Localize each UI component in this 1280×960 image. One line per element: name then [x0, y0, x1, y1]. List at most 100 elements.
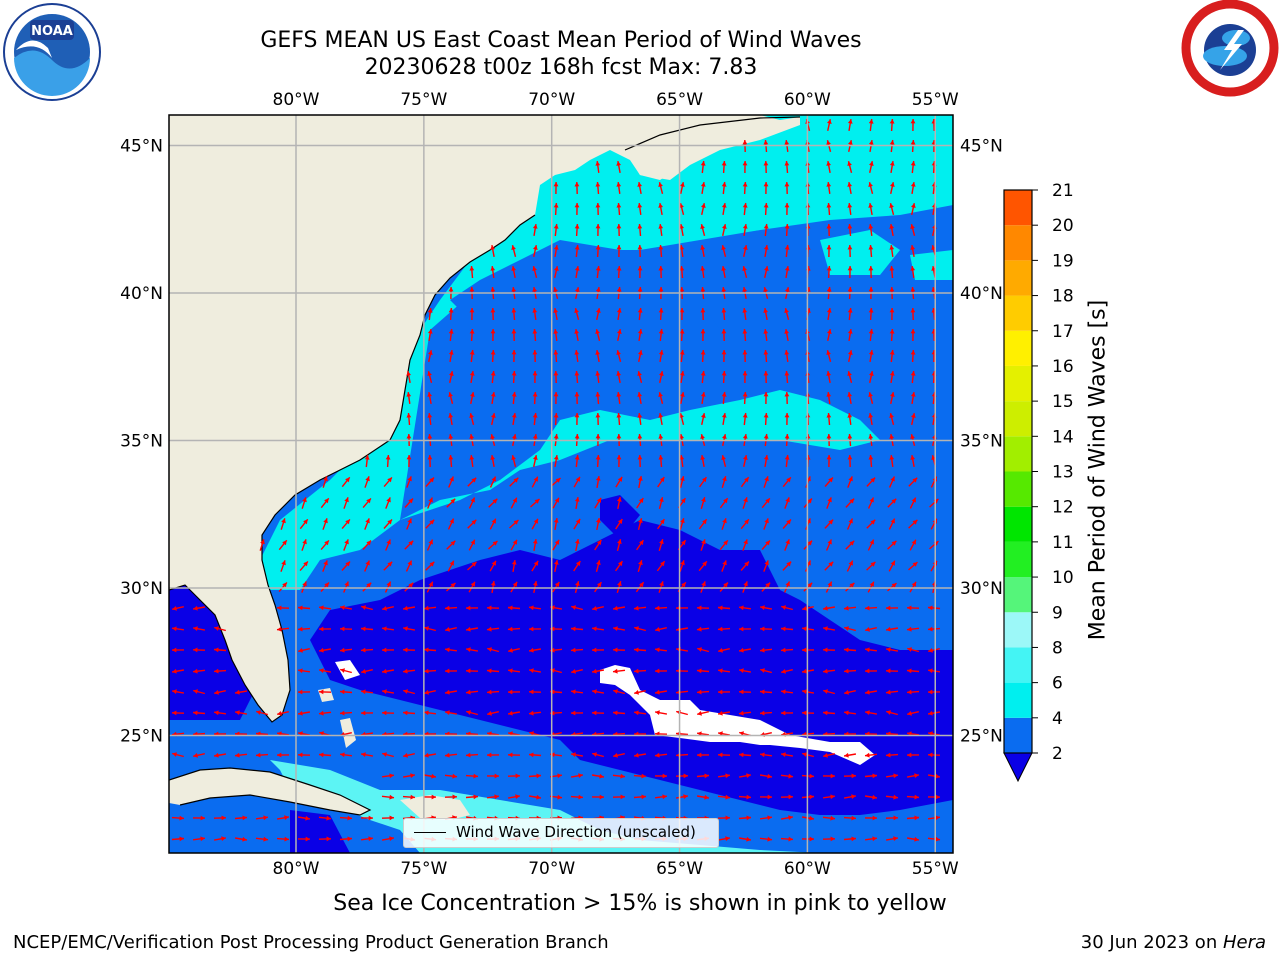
wind-arrow-head: [742, 287, 747, 292]
wind-arrow-head: [221, 836, 226, 841]
wind-arrow-head: [574, 371, 580, 376]
wind-arrow-head: [613, 668, 618, 674]
wind-arrow-head: [487, 668, 492, 674]
wind-arrow-head: [700, 455, 705, 460]
wind-arrow-head: [910, 161, 916, 166]
wind-arrow-head: [641, 773, 646, 779]
wind-arrow-head: [179, 815, 184, 821]
region-period-4-6: [260, 115, 953, 590]
wind-arrow-head: [319, 689, 324, 695]
wind-arrow-head: [781, 710, 786, 716]
wind-arrow-head: [172, 752, 177, 757]
wind-arrow-head: [890, 476, 895, 482]
lon-label-top: 80°W: [273, 90, 320, 110]
wind-arrow-head: [848, 140, 853, 145]
wind-arrow-head: [410, 794, 415, 800]
wind-arrow-head: [403, 668, 408, 674]
wind-arrow-head: [424, 626, 429, 631]
wind-arrow-head: [302, 581, 307, 587]
wind-arrow-head: [616, 161, 621, 166]
wind-arrow-head: [781, 647, 786, 653]
colorbar-segment: [1004, 506, 1032, 542]
wind-arrow-head: [907, 626, 912, 632]
wind-arrow-head: [872, 815, 877, 821]
wind-arrow-head: [365, 518, 370, 524]
wind-arrow-head: [407, 560, 412, 566]
wind-arrow-head: [638, 498, 644, 503]
wind-arrow-head: [658, 413, 663, 418]
colorbar-tick-label: 16: [1052, 357, 1074, 377]
wind-arrow-head: [763, 350, 769, 355]
wind-arrow-head: [638, 350, 643, 355]
wind-arrow-head: [469, 455, 475, 460]
colorbar-segment: [1004, 330, 1032, 366]
wind-arrow-head: [364, 455, 370, 460]
wind-arrow-head: [449, 560, 454, 566]
wind-arrow-head: [763, 182, 769, 187]
wind-arrow-head: [830, 815, 835, 821]
wind-arrow-head: [865, 605, 870, 611]
lat-label-right: 40°N: [960, 284, 1003, 304]
wind-arrow-head: [889, 161, 895, 166]
wind-arrow-head: [553, 413, 559, 418]
wind-arrow-head: [637, 371, 642, 376]
wind-arrow-head: [532, 413, 538, 418]
wind-arrow-head: [592, 689, 597, 694]
wind-arrow-head: [555, 478, 561, 483]
wind-arrow-head: [340, 668, 345, 673]
wind-arrow-head: [767, 836, 772, 842]
wind-arrow-head: [802, 752, 807, 757]
colorbar-segment: [1004, 682, 1032, 718]
wind-arrow-head: [575, 581, 580, 586]
wind-arrow-head: [802, 710, 807, 716]
wind-arrow-head: [914, 773, 919, 778]
wind-arrow-head: [912, 519, 918, 525]
wind-arrow-head: [704, 773, 709, 779]
wind-arrow-head: [386, 497, 391, 503]
wind-arrow-head: [324, 582, 329, 588]
wind-arrow-head: [802, 606, 807, 611]
wind-arrow-head: [529, 752, 534, 758]
wind-arrow-head: [172, 647, 177, 653]
wind-arrow-head: [533, 476, 538, 482]
wind-arrow-head: [487, 752, 492, 758]
lat-label-right: 45°N: [960, 137, 1003, 157]
wind-arrow-head: [826, 266, 832, 271]
wind-arrow-head: [389, 794, 394, 800]
wind-arrow-head: [784, 413, 790, 418]
wind-arrow-head: [851, 836, 856, 842]
wind-arrow-head: [511, 371, 517, 376]
wind-arrow-head: [281, 518, 286, 524]
wind-arrow-head: [596, 497, 602, 503]
wind-arrow-head: [722, 434, 727, 439]
wind-arrow-head: [511, 308, 517, 313]
wind-arrow-head: [214, 710, 219, 716]
wind-arrow-head: [620, 794, 625, 800]
wind-arrow-head: [912, 477, 918, 483]
wind-arrow-head: [595, 182, 601, 187]
wind-arrow-head: [847, 203, 853, 208]
wind-arrow-head: [702, 477, 707, 483]
wind-arrow-head: [826, 434, 832, 439]
wind-arrow-head: [868, 182, 873, 187]
wind-arrow-head: [784, 203, 790, 208]
wind-arrow-head: [742, 308, 748, 313]
wind-arrow-head: [746, 836, 751, 842]
wind-arrow-head: [807, 498, 812, 504]
wind-arrow-head: [764, 476, 769, 482]
wind-arrow-head: [739, 752, 744, 758]
cyan-patch-3: [910, 250, 953, 280]
wind-arrow-head: [445, 710, 450, 715]
wind-arrow-head: [889, 224, 894, 229]
wind-arrow-head: [449, 371, 454, 376]
wind-arrow-head: [907, 689, 912, 695]
wind-arrow-head: [847, 434, 853, 439]
wind-arrow-head: [697, 689, 702, 695]
wind-arrow-head: [907, 605, 912, 611]
wind-arrow-head: [869, 539, 874, 545]
wind-arrow-head: [490, 266, 496, 271]
wind-arrow-head: [277, 626, 282, 632]
wind-arrow-head: [785, 287, 790, 292]
wind-arrow-head: [382, 710, 387, 716]
wind-arrow-head: [722, 224, 727, 229]
